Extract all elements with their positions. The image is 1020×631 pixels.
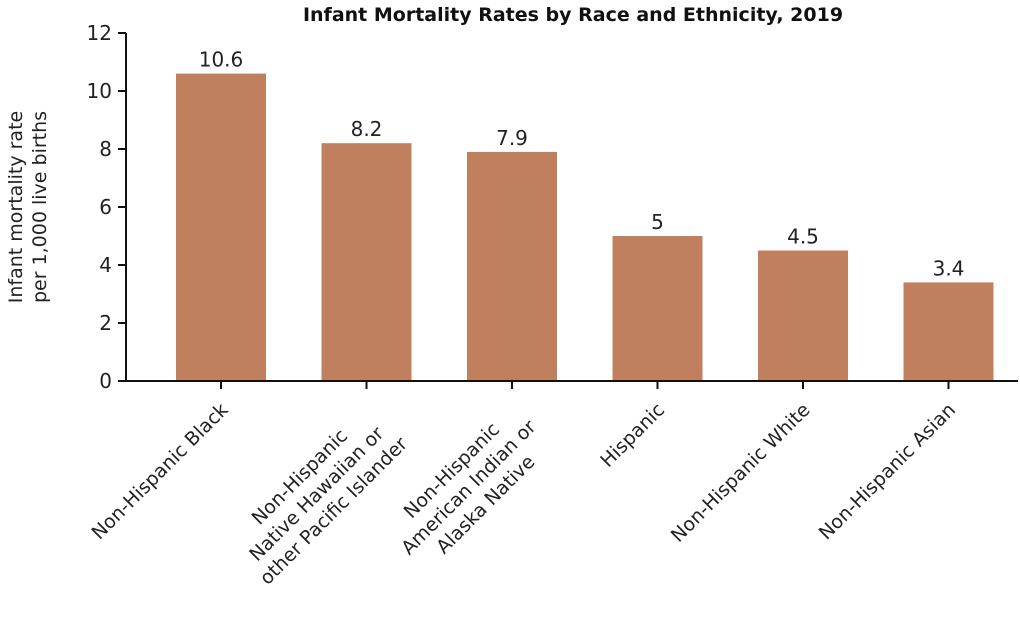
data-label: 10.6 (199, 48, 244, 72)
y-axis-label: Infant mortality rate per 1,000 live birt… (5, 111, 51, 303)
x-tick-label: Non-Hispanic Black (87, 399, 232, 544)
data-label: 8.2 (351, 117, 383, 141)
y-axis: 0 2 4 6 8 10 12 (87, 21, 127, 393)
bars: 10.6 8.2 7.9 5 4.5 3.4 (176, 48, 994, 381)
chart-title: Infant Mortality Rates by Race and Ethni… (303, 4, 843, 26)
x-tick-label: Non-Hispanic Asian (815, 399, 960, 544)
x-tick-label: Non-Hispanic White (667, 399, 815, 547)
x-tick-label: Non-HispanicAmerican Indian orAlaska Nat… (380, 399, 557, 576)
x-tick-label: Non-HispanicNative Hawaiian orother Paci… (222, 399, 412, 589)
bar (612, 236, 703, 381)
y-axis-title: Infant mortality rate per 1,000 live birt… (5, 111, 51, 303)
bar (467, 151, 557, 381)
data-label: 3.4 (933, 256, 965, 280)
bar (176, 73, 266, 381)
y-tick-label: 0 (99, 369, 112, 393)
data-label: 4.5 (787, 225, 819, 249)
x-tick-label: Hispanic (596, 399, 669, 472)
x-axis: Non-Hispanic Black Non-HispanicNative Haw… (87, 380, 1018, 589)
bar (903, 282, 994, 381)
data-label: 5 (651, 210, 664, 234)
bar (321, 143, 412, 381)
data-label: 7.9 (496, 126, 528, 150)
y-tick-label: 8 (99, 137, 112, 161)
y-tick-label: 12 (87, 21, 112, 45)
y-tick-label: 6 (99, 195, 112, 219)
y-tick-label: 2 (99, 311, 112, 335)
y-tick-label: 4 (99, 253, 112, 277)
bar (758, 250, 848, 381)
y-tick-label: 10 (87, 79, 112, 103)
